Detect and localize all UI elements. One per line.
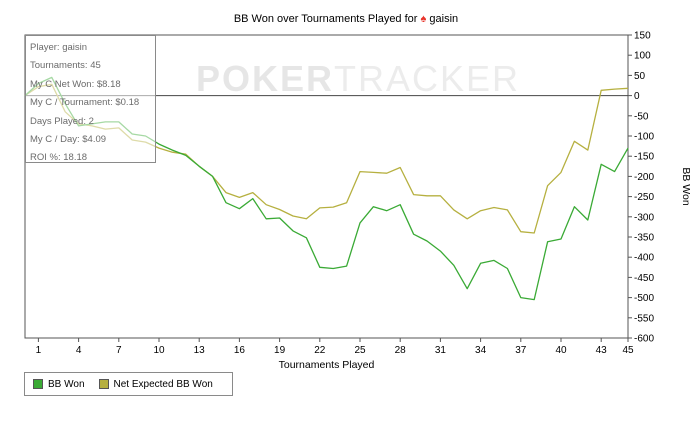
chart-title-player: gaisin: [429, 13, 458, 25]
x-tick-label: 7: [116, 345, 122, 356]
y-tick-label: 50: [634, 71, 646, 82]
spade-icon: ♠: [421, 13, 430, 25]
y-tick-label: -350: [634, 233, 654, 244]
info-row-days-played: Days Played: 2: [30, 115, 94, 127]
chart-title: BB Won over Tournaments Played for ♠ gai…: [234, 13, 458, 25]
y-tick-label: -400: [634, 253, 654, 264]
y-tick-label: 100: [634, 51, 651, 62]
legend-item-net-expected[interactable]: Net Expected BB Won: [98, 378, 213, 390]
y-tick-label: -100: [634, 132, 654, 143]
y-tick-label: -500: [634, 293, 654, 304]
plot-area-frame: [24, 34, 629, 339]
x-tick-label: 1: [36, 345, 42, 356]
x-tick-label: 4: [76, 345, 82, 356]
legend-label-bb-won: BB Won: [48, 378, 85, 390]
y-tick-label: -450: [634, 273, 654, 284]
x-tick-label: 40: [555, 345, 567, 356]
y-tick-label: -550: [634, 313, 654, 324]
y-tick-label: -600: [634, 334, 654, 345]
pokertracker-watermark: POKERTRACKER: [196, 58, 520, 100]
stats-info-box: Player: gaisin Tournaments: 45 My C Net …: [25, 35, 156, 163]
y-tick-label: -250: [634, 192, 654, 203]
y-tick-label: -150: [634, 152, 654, 163]
x-tick-label: 43: [596, 345, 608, 356]
y-tick-label: 0: [634, 91, 640, 102]
info-row-per-day: My C / Day: $4.09: [30, 134, 107, 146]
x-tick-label: 45: [622, 345, 634, 356]
legend-swatch-bb-won: [33, 379, 43, 389]
x-tick-label: 31: [435, 345, 447, 356]
info-row-net-won: My C Net Won: $8.18: [30, 78, 121, 90]
x-tick-label: 34: [475, 345, 487, 356]
legend-swatch-net-expected: [98, 379, 109, 389]
x-tick-label: 37: [515, 345, 527, 356]
y-tick-label: -200: [634, 172, 654, 183]
info-row-roi: ROI %: 18.18: [30, 152, 88, 164]
x-axis-title: Tournaments Played: [279, 359, 375, 371]
info-row-player: Player: gaisin: [30, 42, 88, 53]
x-tick-label: 16: [234, 345, 246, 356]
x-tick-label: 10: [153, 345, 165, 356]
y-tick-label: -300: [634, 212, 654, 223]
y-tick-label: 150: [634, 31, 651, 42]
x-tick-label: 22: [314, 345, 326, 356]
info-row-tournaments: Tournaments: 45: [30, 60, 101, 72]
x-tick-label: 28: [395, 345, 407, 356]
chart-title-text: BB Won over Tournaments Played for: [234, 13, 421, 25]
x-tick-label: 19: [274, 345, 286, 356]
watermark-part-1: POKER: [196, 58, 335, 99]
y-axis-title: BB Won: [680, 167, 692, 205]
legend-label-net-expected: Net Expected BB Won: [113, 378, 213, 390]
x-tick-label: 13: [194, 345, 206, 356]
x-tick-label: 25: [354, 345, 366, 356]
watermark-part-2: TRACKER: [334, 58, 521, 99]
y-tick-label: -50: [634, 111, 649, 122]
chart-legend: BB Won Net Expected BB Won: [24, 372, 233, 396]
info-row-per-tournament: My C / Tournament: $0.18: [30, 97, 140, 109]
legend-item-bb-won[interactable]: BB Won: [33, 379, 85, 390]
